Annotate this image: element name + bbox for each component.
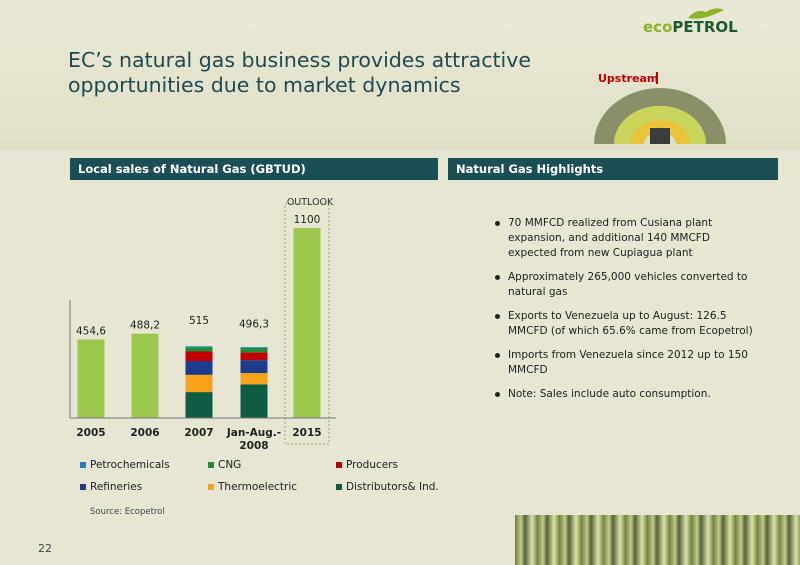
data-label: 488,2 <box>130 320 160 332</box>
highlights-panel-header: Natural Gas Highlights <box>448 158 778 180</box>
bar-segment-producers <box>240 352 268 361</box>
legend-swatch <box>336 462 342 468</box>
bar-total <box>293 228 321 418</box>
outlook-frame <box>284 203 330 445</box>
logo-petrol-text: PETROL <box>672 18 738 36</box>
legend-swatch <box>208 462 214 468</box>
ecopetrol-logo: ecoPETROL <box>643 18 738 36</box>
legend-item-refineries: Refineries <box>80 480 142 494</box>
highlight-item: Imports from Venezuela since 2012 up to … <box>492 348 757 378</box>
bar-segment-cng <box>240 348 268 353</box>
bar-segment-petrochemicals <box>185 346 213 348</box>
legend-item-petrochemicals: Petrochemicals <box>80 458 170 472</box>
bar-segment-distributors-ind- <box>185 392 213 418</box>
data-label: 496,3 <box>239 318 269 330</box>
page-number: 22 <box>38 542 52 555</box>
chart-legend: Petrochemicals CNG Producers Refineries … <box>80 458 440 498</box>
source-note: Source: Ecopetrol <box>90 507 165 517</box>
bar-segment-refineries <box>240 360 268 374</box>
data-label: 1100 <box>294 214 321 226</box>
slide-title: EC’s natural gas business provides attra… <box>68 48 531 97</box>
bar-segment-thermoelectric <box>185 374 213 393</box>
value-chain-arc-icon <box>594 88 726 144</box>
x-tick-label: 2006 <box>130 427 159 439</box>
legend-swatch <box>208 484 214 490</box>
bar-segment-distributors-ind- <box>240 384 268 418</box>
bar-total <box>77 339 105 418</box>
legend-item-producers: Producers <box>336 458 398 472</box>
bar-segment-cng <box>185 347 213 352</box>
x-tick-label: 2007 <box>184 427 213 439</box>
legend-swatch <box>80 462 86 468</box>
upstream-marker <box>656 72 658 84</box>
highlight-item: 70 MMFCD realized from Cusiana plant exp… <box>492 216 757 261</box>
logo-eco-text: eco <box>643 18 673 36</box>
outlook-label: OUTLOOK <box>287 197 334 208</box>
x-tick-label: 2015 <box>292 427 321 439</box>
data-label: 454,6 <box>76 325 106 337</box>
bar-total <box>131 333 159 418</box>
upstream-label: Upstream <box>598 72 659 85</box>
legend-item-distributors: Distributors& Ind. <box>336 480 439 494</box>
legend-item-thermoelectric: Thermoelectric <box>208 480 297 494</box>
highlight-item: Note: Sales include auto consumption. <box>492 387 757 402</box>
legend-item-cng: CNG <box>208 458 241 472</box>
iguana-logo-icon <box>688 8 724 19</box>
highlight-item: Exports to Venezuela up to August: 126.5… <box>492 309 757 339</box>
highlights-list: 70 MMFCD realized from Cusiana plant exp… <box>492 216 757 411</box>
bar-segment-petrochemicals <box>240 347 268 349</box>
legend-swatch <box>336 484 342 490</box>
forest-photo-strip <box>515 515 800 565</box>
bar-segment-refineries <box>185 361 213 375</box>
local-sales-panel-header: Local sales of Natural Gas (GBTUD) <box>70 158 438 180</box>
bar-segment-producers <box>185 351 213 361</box>
bar-segment-thermoelectric <box>240 373 268 385</box>
data-label: 515 <box>189 315 209 327</box>
x-tick-label: Jan-Aug.-2008 <box>226 427 281 452</box>
highlight-item: Approximately 265,000 vehicles converted… <box>492 270 757 300</box>
x-tick-label: 2005 <box>76 427 105 439</box>
legend-swatch <box>80 484 86 490</box>
